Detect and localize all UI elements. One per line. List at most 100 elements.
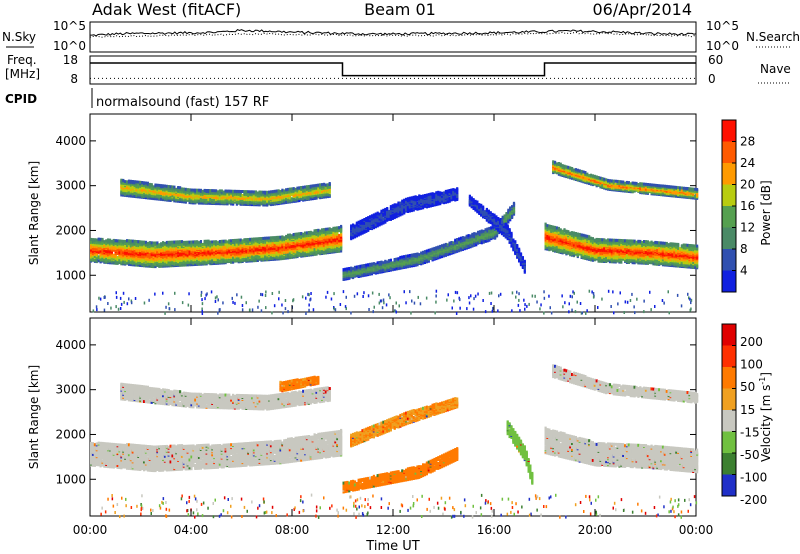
data-cell xyxy=(260,190,263,194)
data-cell xyxy=(258,237,261,241)
data-cell xyxy=(182,253,185,257)
data-cell xyxy=(252,237,256,241)
data-cell xyxy=(194,188,197,192)
data-cell xyxy=(296,186,299,190)
data-cell xyxy=(315,250,318,254)
data-cell xyxy=(264,240,267,244)
data-cell xyxy=(135,192,138,196)
data-cell xyxy=(230,257,233,261)
data-cell xyxy=(268,247,271,251)
data-cell xyxy=(205,246,208,250)
data-cell xyxy=(260,237,263,240)
data-cell xyxy=(241,241,244,245)
data-cell xyxy=(171,240,174,244)
data-cell xyxy=(144,193,148,197)
data-cell xyxy=(108,238,112,242)
data-cell xyxy=(154,265,157,269)
data-cell xyxy=(180,243,184,246)
freq-series-line xyxy=(90,62,696,77)
data-cell xyxy=(120,187,123,191)
data-cell xyxy=(442,243,446,247)
data-cell xyxy=(103,248,106,252)
data-cell xyxy=(137,254,140,258)
data-cell xyxy=(348,267,351,270)
data-cell xyxy=(338,226,341,230)
data-cell xyxy=(292,240,295,244)
data-cell xyxy=(268,236,271,240)
data-cell xyxy=(322,182,326,186)
data-cell xyxy=(266,244,269,248)
data-cell xyxy=(205,239,208,243)
data-cell xyxy=(332,226,335,230)
data-cell xyxy=(105,239,108,243)
data-cell xyxy=(332,230,335,234)
nsearch-tick-top: 10^5 xyxy=(706,19,739,33)
data-cell xyxy=(290,187,293,191)
data-cell xyxy=(118,258,121,262)
data-cell xyxy=(150,191,153,194)
data-cell xyxy=(256,237,259,241)
data-cell xyxy=(131,239,134,243)
data-cell xyxy=(290,242,293,246)
data-cell xyxy=(222,239,225,243)
data-cell xyxy=(173,195,176,199)
data-cell xyxy=(285,188,288,192)
data-cell xyxy=(144,240,148,244)
data-cell xyxy=(224,239,227,243)
data-cell xyxy=(305,185,309,189)
data-cell xyxy=(309,230,312,234)
data-cell xyxy=(163,241,167,245)
data-cell xyxy=(275,235,278,239)
data-cell xyxy=(412,253,415,257)
data-cell xyxy=(465,234,468,238)
data-cell xyxy=(319,251,322,255)
data-cell xyxy=(133,249,136,253)
data-cell xyxy=(213,255,216,259)
data-cell xyxy=(141,181,144,184)
data-cell xyxy=(126,249,129,252)
data-cell xyxy=(283,240,286,244)
data-cell xyxy=(294,187,297,191)
freq-nave-panel: Freq. [MHz] 18 8 60 0 Nave xyxy=(5,53,791,86)
data-cell xyxy=(324,245,327,249)
data-cell xyxy=(228,243,231,247)
data-cell xyxy=(213,262,216,265)
data-cell xyxy=(410,253,413,257)
data-cell xyxy=(239,252,242,256)
data-cell xyxy=(197,241,201,245)
data-cell xyxy=(247,238,250,241)
data-cell xyxy=(319,235,322,239)
data-cell xyxy=(101,244,104,248)
data-cell xyxy=(264,246,267,250)
data-cell xyxy=(334,234,337,238)
data-cell xyxy=(290,234,293,238)
data-cell xyxy=(275,250,278,254)
data-cell xyxy=(294,232,297,236)
data-cell xyxy=(296,243,299,247)
data-cell xyxy=(376,261,379,265)
data-cell xyxy=(148,261,151,265)
data-cell xyxy=(403,255,406,259)
beam-title: Beam 01 xyxy=(364,0,436,19)
data-cell xyxy=(199,240,202,243)
data-cell xyxy=(359,264,362,268)
data-cell xyxy=(309,184,312,188)
sky-search-panel: N.Sky 10^5 10^0 10^5 10^0 N.Search xyxy=(2,19,800,53)
data-cell xyxy=(150,259,153,263)
data-cell xyxy=(439,244,442,248)
data-cell xyxy=(232,239,235,242)
data-cell xyxy=(243,190,246,194)
data-cell xyxy=(126,180,129,184)
data-cell xyxy=(452,241,455,245)
data-cell xyxy=(194,251,197,255)
data-cell xyxy=(182,256,185,260)
data-cell xyxy=(156,183,159,187)
data-cell xyxy=(243,238,246,242)
data-cell xyxy=(269,256,273,259)
data-cell xyxy=(139,240,142,244)
data-cell xyxy=(194,240,197,244)
data-cell xyxy=(167,190,170,194)
data-cell xyxy=(271,241,274,245)
data-cell xyxy=(179,186,182,190)
data-cell xyxy=(184,187,187,191)
